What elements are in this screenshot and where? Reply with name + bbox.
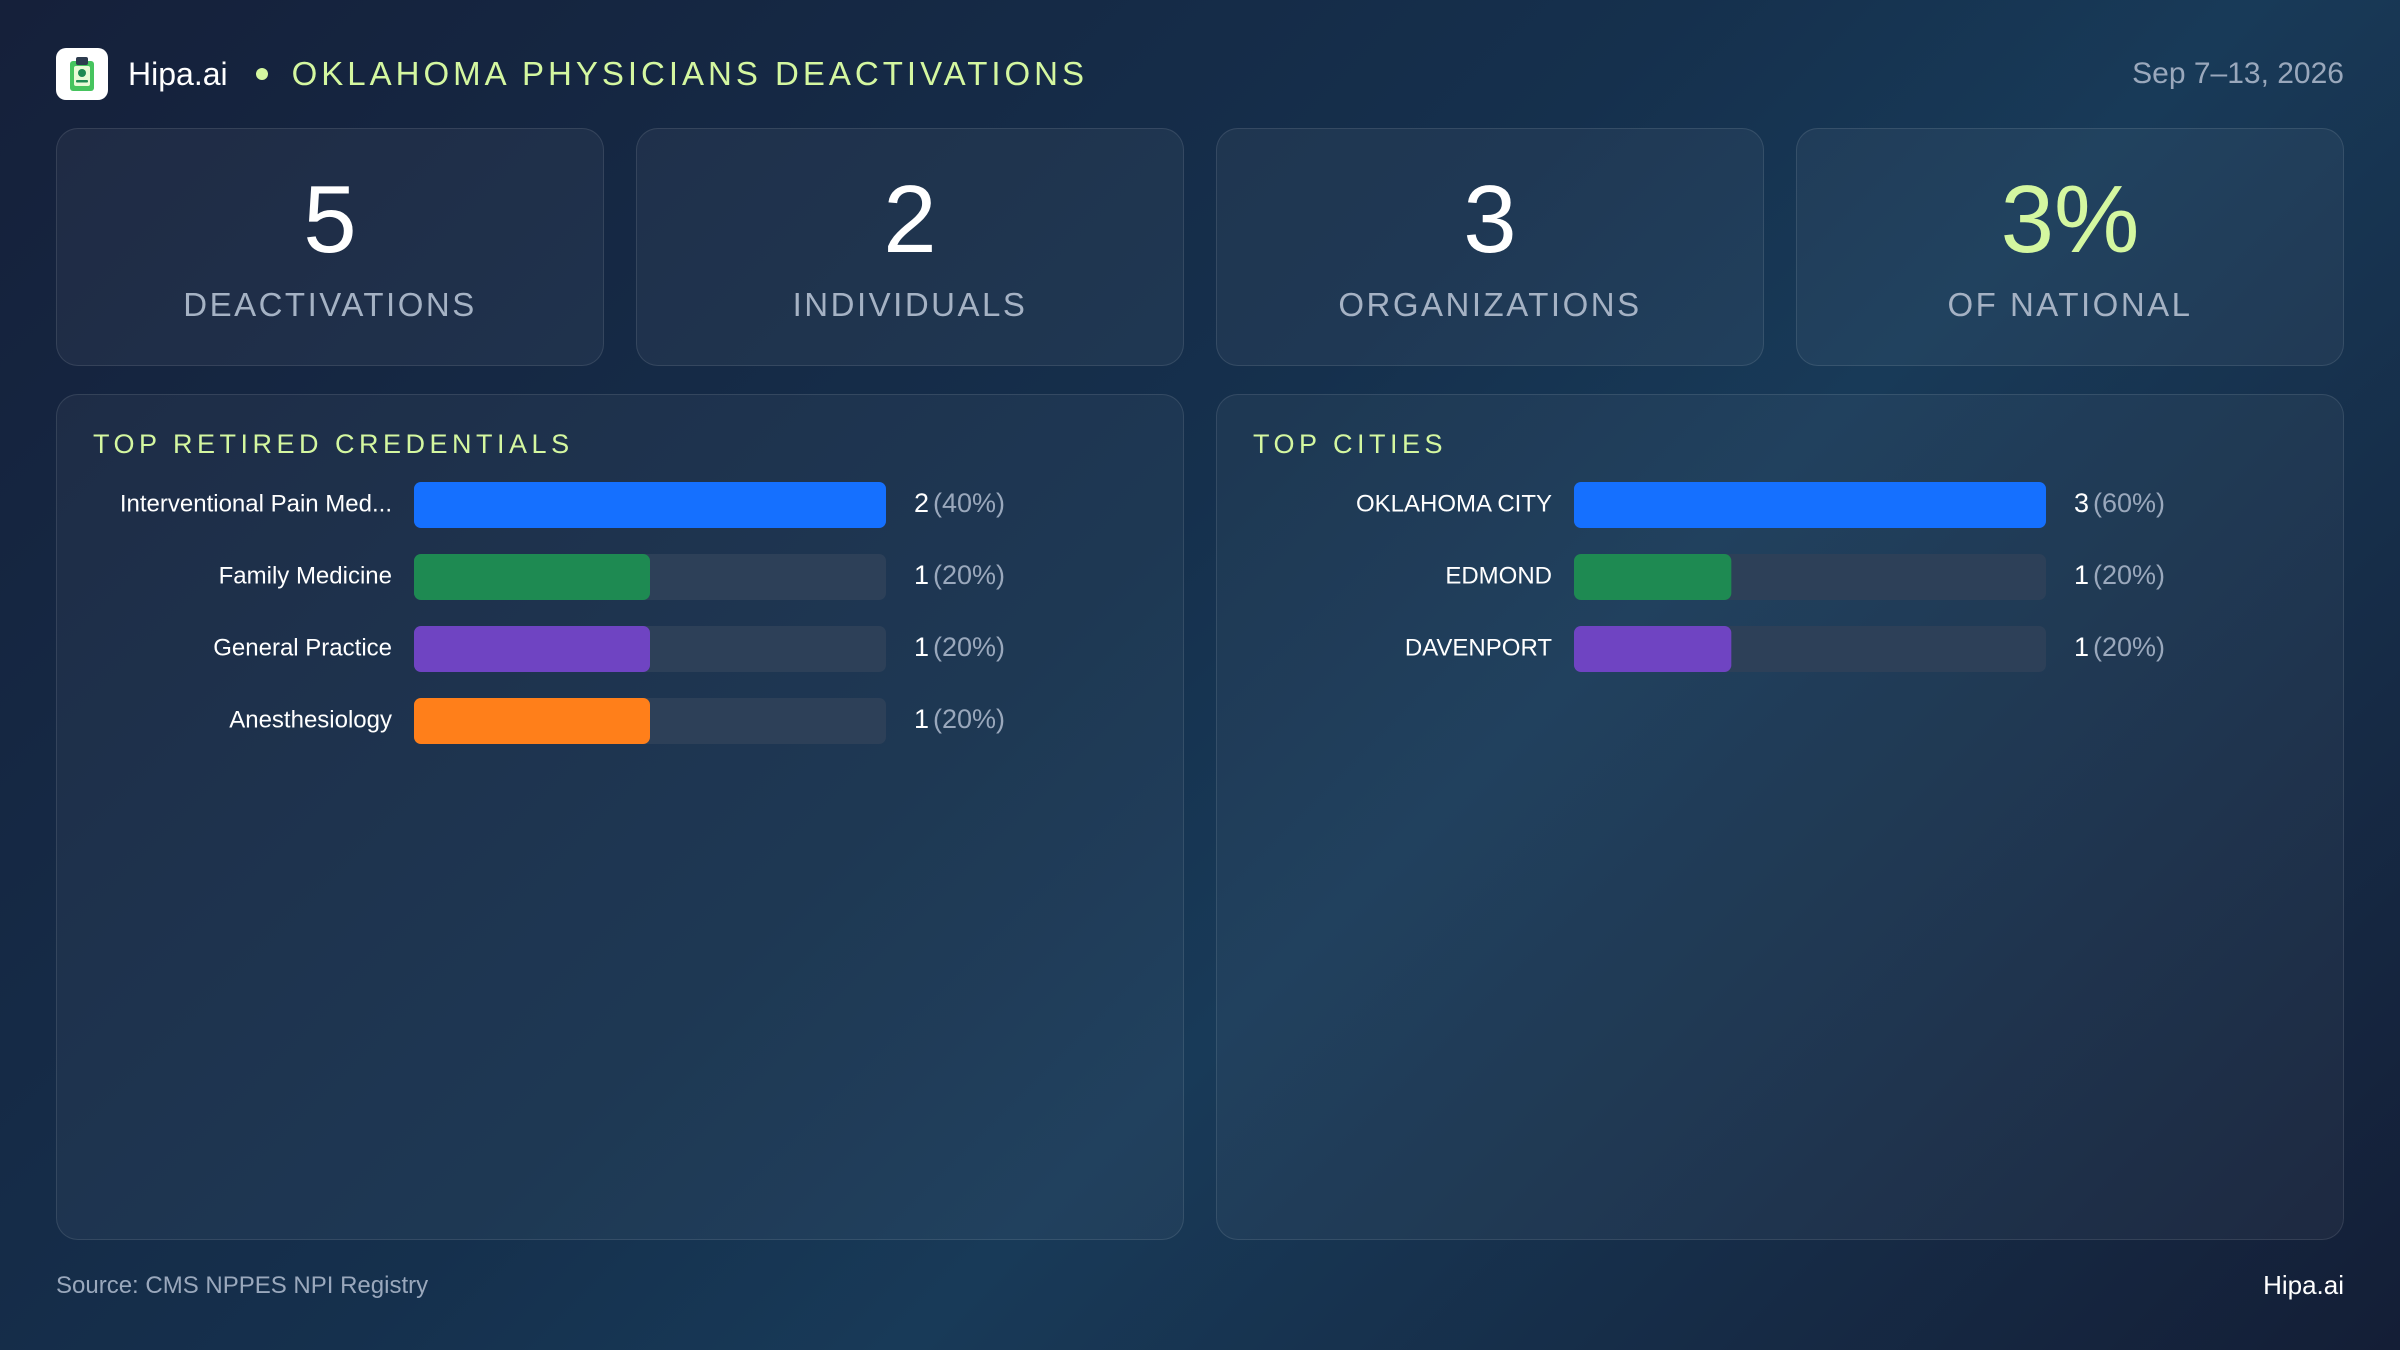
- footer-brand: Hipa.ai: [2263, 1270, 2344, 1300]
- bar-category-label: Family Medicine: [219, 562, 392, 589]
- bar-category-label: DAVENPORT: [1405, 634, 1552, 661]
- bar-percent-label: (20%): [933, 632, 1005, 662]
- bar-percent-label: (20%): [933, 704, 1005, 734]
- bar: [414, 482, 886, 528]
- stat-card-organizations: 3 ORGANIZATIONS: [1216, 128, 1764, 366]
- stat-label: OF NATIONAL: [1947, 286, 2193, 323]
- credentials-chart: Interventional Pain Med... 2 (40%) Family M…: [120, 482, 1005, 744]
- bar: [1574, 554, 1732, 600]
- bar-percent-label: (20%): [2093, 560, 2165, 590]
- bar: [1574, 626, 1732, 672]
- stat-value: 5: [303, 166, 357, 273]
- bar-value-label: 2: [914, 488, 929, 518]
- stat-label: DEACTIVATIONS: [183, 286, 477, 323]
- source-note: Source: CMS NPPES NPI Registry: [56, 1272, 429, 1299]
- stat-card-deactivations: 5 DEACTIVATIONS: [56, 128, 604, 366]
- bar-value-label: 1: [2074, 560, 2089, 590]
- stat-card-individuals: 2 INDIVIDUALS: [636, 128, 1184, 366]
- header: Hipa.ai OKLAHOMA PHYSICIANS DEACTIVATION…: [56, 48, 2344, 100]
- bar: [1574, 482, 2046, 528]
- date-range: Sep 7–13, 2026: [2132, 57, 2344, 90]
- brand-name: Hipa.ai: [128, 55, 228, 92]
- stat-cards: 5 DEACTIVATIONS 2 INDIVIDUALS 3 ORGANIZA…: [56, 128, 2344, 366]
- bar-value-label: 1: [914, 560, 929, 590]
- bar-percent-label: (60%): [2093, 488, 2165, 518]
- bar-percent-label: (20%): [933, 560, 1005, 590]
- chart-panels: TOP RETIRED CREDENTIALS Interventional P…: [56, 394, 2344, 1240]
- bar-category-label: Anesthesiology: [229, 706, 392, 733]
- stat-card-national-share: 3% OF NATIONAL: [1796, 128, 2344, 366]
- bar-category-label: General Practice: [213, 634, 392, 661]
- cities-panel: TOP CITIES OKLAHOMA CITY 3 (60%) EDMOND 1 (20…: [1216, 394, 2344, 1240]
- bar-percent-label: (20%): [2093, 632, 2165, 662]
- bar-percent-label: (40%): [933, 488, 1005, 518]
- panel-title: TOP CITIES: [1253, 429, 1448, 459]
- bar-category-label: EDMOND: [1445, 562, 1552, 589]
- bar: [414, 698, 650, 744]
- bar: [414, 554, 650, 600]
- bar-value-label: 1: [914, 704, 929, 734]
- report-title: OKLAHOMA PHYSICIANS DEACTIVATIONS: [291, 55, 1089, 92]
- clipboard-icon: [56, 48, 108, 100]
- stat-value: 3: [1463, 166, 1517, 273]
- bar-category-label: Interventional Pain Med...: [120, 490, 392, 517]
- cities-chart: OKLAHOMA CITY 3 (60%)EDMOND 1 (20%)DAVENPORT…: [1356, 482, 2165, 672]
- bar-value-label: 1: [914, 632, 929, 662]
- stat-label: ORGANIZATIONS: [1338, 286, 1642, 323]
- bar-value-label: 3: [2074, 488, 2089, 518]
- bar: [414, 626, 650, 672]
- stat-value: 2: [883, 166, 937, 273]
- bar-value-label: 1: [2074, 632, 2089, 662]
- credentials-panel: TOP RETIRED CREDENTIALS Interventional P…: [56, 394, 1184, 1240]
- stat-value: 3%: [2000, 166, 2140, 273]
- panel-title: TOP RETIRED CREDENTIALS: [93, 429, 574, 459]
- stat-label: INDIVIDUALS: [792, 286, 1028, 323]
- separator-dot: [255, 68, 268, 80]
- bar-category-label: OKLAHOMA CITY: [1356, 490, 1552, 517]
